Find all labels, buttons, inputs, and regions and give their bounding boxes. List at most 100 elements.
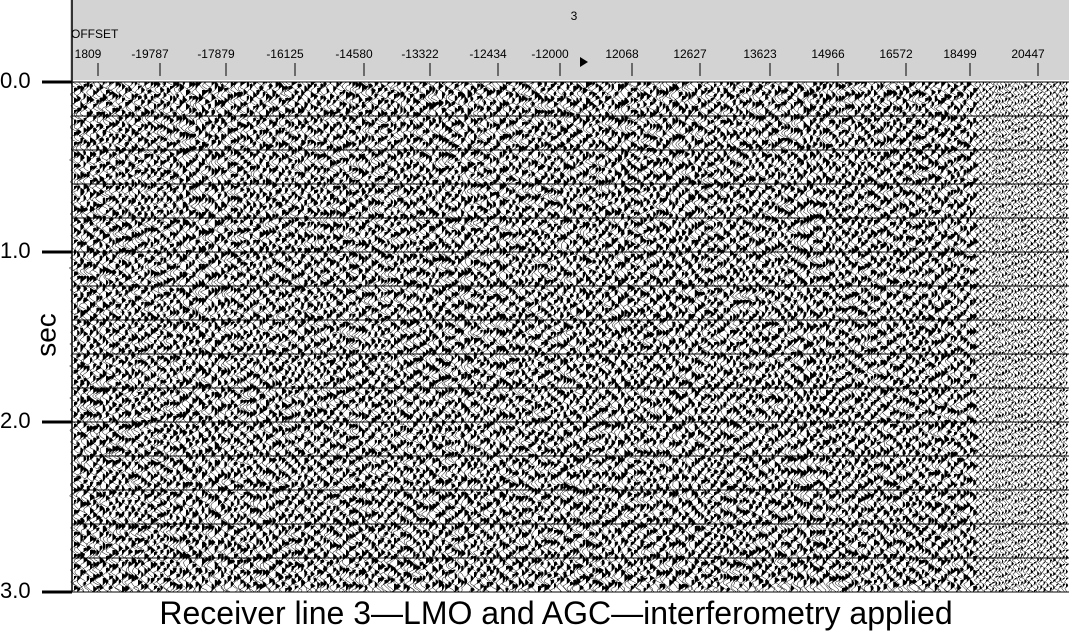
trace-fill bbox=[422, 82, 428, 582]
trace-fill bbox=[1027, 86, 1031, 592]
trace bbox=[699, 81, 710, 593]
trace-fill bbox=[125, 88, 131, 592]
trace-fill bbox=[752, 82, 757, 580]
trace-fill bbox=[362, 84, 367, 576]
trace bbox=[852, 81, 864, 593]
offset-label: 14966 bbox=[811, 47, 845, 61]
trace-fill bbox=[224, 88, 229, 586]
trace-fill bbox=[998, 86, 1002, 592]
trace-fill bbox=[899, 90, 905, 580]
trace-fill bbox=[413, 86, 418, 584]
trace bbox=[366, 81, 377, 593]
trace bbox=[979, 81, 987, 593]
trace bbox=[212, 81, 224, 593]
trace-fill bbox=[157, 82, 162, 592]
offset-label: 16572 bbox=[879, 47, 913, 61]
trace-fill bbox=[730, 82, 735, 582]
trace bbox=[520, 81, 531, 593]
trace-fill bbox=[547, 88, 553, 590]
trace bbox=[686, 81, 697, 593]
trace-fill bbox=[445, 86, 450, 590]
trace-fill bbox=[525, 84, 530, 586]
trace-fill bbox=[448, 90, 453, 588]
trace-fill bbox=[470, 86, 476, 592]
trace bbox=[305, 81, 316, 593]
axis-name: OFFSET bbox=[71, 27, 119, 41]
trace-fill bbox=[714, 84, 719, 582]
trace-fill bbox=[365, 86, 370, 592]
trace-fill bbox=[227, 82, 233, 584]
trace-fill bbox=[778, 86, 783, 576]
trace bbox=[209, 81, 220, 593]
trace-fill bbox=[1030, 82, 1034, 588]
trace-fill bbox=[512, 88, 518, 590]
trace-fill bbox=[1018, 86, 1021, 592]
trace bbox=[132, 81, 144, 593]
trace-fill bbox=[931, 82, 937, 584]
trace bbox=[417, 81, 429, 593]
trace-fill bbox=[749, 82, 754, 590]
trace-fill bbox=[717, 88, 722, 588]
trace-fill bbox=[589, 82, 594, 590]
trace bbox=[843, 81, 854, 593]
offset-label: -17879 bbox=[197, 47, 235, 61]
trace-fill bbox=[954, 84, 959, 584]
offset-label: 12627 bbox=[673, 47, 707, 61]
y-tick-label: 1.0 bbox=[0, 238, 31, 263]
trace-fill bbox=[963, 86, 969, 582]
trace bbox=[353, 81, 365, 593]
trace-fill bbox=[198, 82, 204, 592]
trace bbox=[849, 81, 860, 593]
trace-fill bbox=[256, 90, 262, 590]
trace-fill bbox=[1053, 84, 1057, 590]
trace-fill bbox=[326, 88, 332, 590]
trace-fill bbox=[333, 86, 338, 586]
trace-fill bbox=[253, 82, 258, 588]
trace bbox=[504, 81, 515, 593]
trace-fill bbox=[1014, 82, 1018, 588]
trace-fill bbox=[1024, 84, 1028, 590]
trace-fill bbox=[394, 82, 399, 592]
trace bbox=[449, 81, 460, 593]
trace-fill bbox=[838, 84, 844, 582]
y-tick-label: 0.0 bbox=[0, 68, 31, 93]
trace bbox=[107, 81, 118, 593]
trace-fill bbox=[541, 88, 546, 588]
trace-fill bbox=[739, 82, 745, 588]
trace-fill bbox=[579, 86, 584, 592]
y-tick-label: 3.0 bbox=[0, 578, 31, 603]
trace bbox=[881, 81, 892, 593]
trace-fill bbox=[813, 82, 818, 584]
trace-fill bbox=[691, 82, 697, 586]
trace bbox=[168, 81, 179, 593]
trace-fill bbox=[1011, 82, 1015, 586]
trace-fill bbox=[1037, 84, 1041, 590]
trace bbox=[190, 81, 201, 593]
trace-fill bbox=[291, 82, 297, 586]
trace-fill bbox=[874, 82, 879, 584]
trace-fill bbox=[163, 82, 169, 584]
trace-fill bbox=[662, 82, 668, 590]
trace-fill bbox=[134, 82, 140, 582]
offset-label: -13322 bbox=[401, 47, 439, 61]
trace bbox=[84, 81, 96, 593]
trace bbox=[824, 81, 835, 593]
trace bbox=[286, 81, 297, 593]
trace-fill bbox=[282, 86, 287, 588]
trace-fill bbox=[131, 82, 137, 582]
trace-fill bbox=[109, 82, 114, 590]
trace-fill bbox=[1002, 86, 1005, 592]
trace-fill bbox=[269, 84, 274, 584]
trace-fill bbox=[294, 82, 300, 590]
trace bbox=[500, 81, 512, 593]
trace-fill bbox=[592, 82, 598, 586]
header-band bbox=[70, 0, 1069, 80]
trace-fill bbox=[826, 82, 831, 578]
trace-fill bbox=[845, 82, 850, 592]
trace-fill bbox=[877, 84, 882, 592]
trace bbox=[1062, 81, 1069, 593]
trace-fill bbox=[531, 82, 537, 588]
trace-fill bbox=[384, 88, 389, 584]
trace-fill bbox=[442, 82, 447, 592]
trace-fill bbox=[992, 86, 996, 592]
